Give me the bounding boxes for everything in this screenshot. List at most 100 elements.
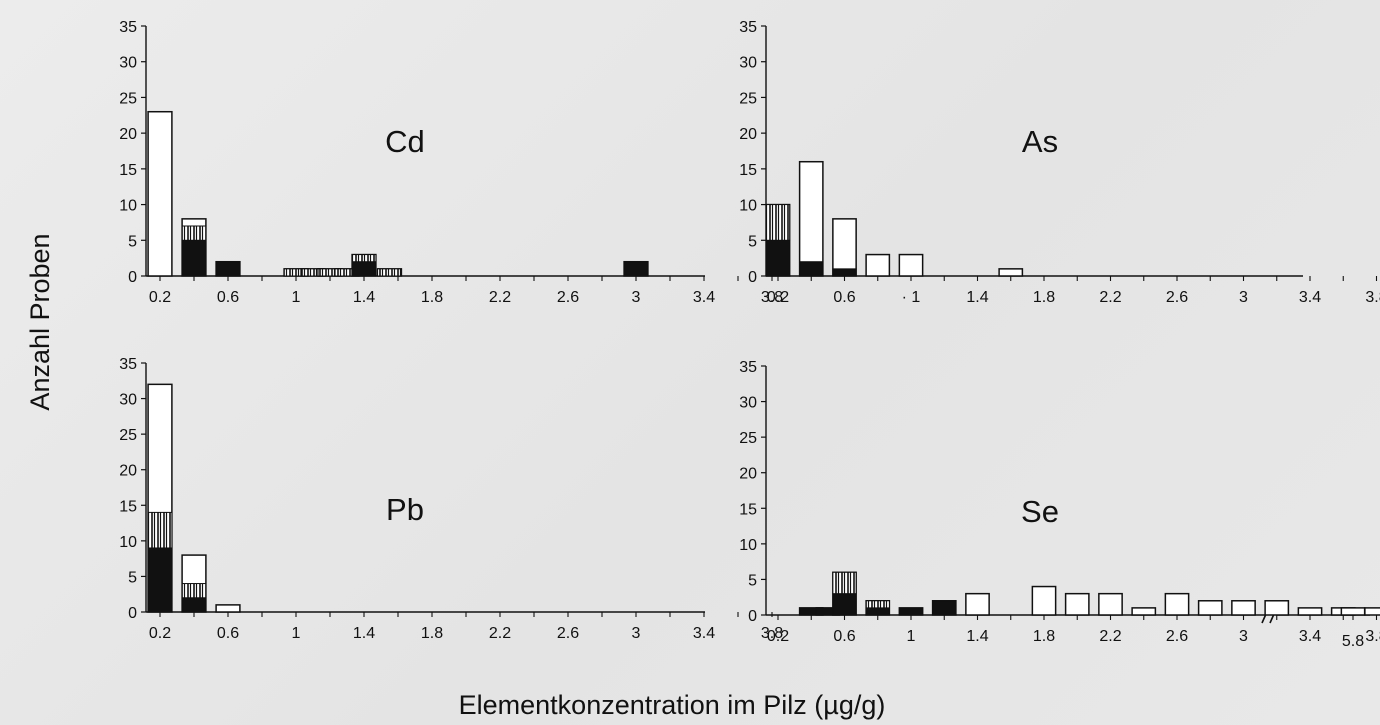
histogram-bar: [1098, 592, 1123, 616]
histogram-bar: [1297, 607, 1323, 616]
x-axis-title: Elementkonzentration im Pilz (µg/g): [459, 690, 886, 720]
histogram-bar: [215, 260, 241, 277]
panel-title: Cd: [385, 124, 425, 159]
x-tick-label: 1.4: [966, 289, 988, 306]
bar-total: [1164, 592, 1190, 616]
bar-solid-segment: [215, 261, 241, 277]
histogram-bar: [147, 383, 173, 613]
y-tick-label: 15: [119, 162, 137, 179]
histogram-bar: [376, 268, 403, 277]
bar-total: [1364, 607, 1380, 616]
panel-se: 0 5 10 15 20 25 30 35 0.2 0.6 1 1.4 1.8 2.2 2.6 3 3.4 3.8…: [739, 359, 1380, 650]
x-tick-label: 1: [292, 625, 301, 642]
bar-solid-segment: [799, 261, 824, 277]
bar-solid-segment: [181, 239, 207, 277]
x-tick-label: 3.8: [761, 289, 783, 306]
y-tick-label: 10: [739, 537, 757, 554]
y-tick-label: 30: [739, 55, 757, 72]
y-tick-label: 35: [739, 19, 757, 36]
y-tick-label: 0: [128, 269, 137, 286]
histogram-bar: [898, 607, 924, 616]
y-tick-label: 35: [739, 359, 757, 376]
histogram-bar: [931, 600, 957, 616]
bar-total: [798, 160, 824, 277]
x-tick-label: 3: [632, 625, 641, 642]
bar-total: [1231, 600, 1256, 616]
histogram-bar: [1064, 592, 1090, 616]
histogram-bar: [181, 218, 207, 277]
histogram-bar: [1231, 600, 1256, 616]
bar-solid-segment: [351, 261, 377, 277]
panel-pb: 0 5 10 15 20 25 30 35 0.2 0.6 1 1.4 1.8 2.2 2.6 3 3.4 3.8…: [119, 356, 783, 642]
x-tick-label: 2.2: [489, 625, 511, 642]
bar-hatched-segment: [832, 571, 857, 595]
x-tick-label: 1.4: [353, 625, 375, 642]
x-tick-label: 1: [292, 289, 301, 306]
histogram-bar: [1164, 592, 1190, 616]
bar-total: [832, 218, 857, 277]
panel-title: As: [1022, 124, 1058, 159]
x-tick-label: 1.8: [421, 625, 443, 642]
histogram-bar: [1031, 585, 1057, 616]
x-tick-label: 2.2: [1099, 628, 1121, 645]
histogram-bar: [1264, 600, 1290, 616]
y-tick-label: 25: [119, 427, 137, 444]
histogram-bar: [1131, 607, 1157, 616]
y-tick-label: 20: [119, 126, 137, 143]
x-tick-label: 0.2: [149, 289, 171, 306]
x-tick-label: 0.6: [217, 625, 239, 642]
x-tick-label: 3: [632, 289, 641, 306]
histogram-bar: [1340, 607, 1366, 616]
y-tick-label: 30: [119, 392, 137, 409]
bar-total: [1197, 600, 1223, 616]
bar-solid-segment: [765, 239, 791, 277]
y-tick-label: 30: [739, 395, 757, 412]
bar-hatched-segment: [147, 511, 173, 549]
x-tick-label: 1.4: [966, 628, 988, 645]
x-tick-label: 5.8: [1342, 633, 1364, 650]
bar-total: [1098, 592, 1123, 616]
y-tick-label: 25: [739, 430, 757, 447]
bar-hatched-segment: [351, 254, 377, 263]
bar-total: [865, 253, 891, 277]
x-tick-label: 1: [907, 628, 916, 645]
bar-hatched-segment: [181, 583, 207, 599]
histogram-bar: [1364, 607, 1380, 616]
x-tick-label: 0.2: [767, 628, 789, 645]
x-tick-label: 0.6: [217, 289, 239, 306]
x-tick-label: 3.4: [693, 625, 715, 642]
y-tick-label: 5: [748, 233, 757, 250]
panel-as: 0 5 10 15 20 25 30 35 0.2 0.6 · 1 1.4 1.8 2.2 2.6 3 3.4 3…: [739, 19, 1380, 306]
y-tick-label: 15: [739, 501, 757, 518]
bar-hatched-segment: [765, 204, 791, 241]
panel-cd: 0 5 10 15 20 25 30 35 0.2 0.6 1 1.4 1.8 2.2 2.6 3 3.4 3.8…: [119, 19, 783, 306]
bar-total: [1264, 600, 1290, 616]
y-tick-label: 0: [748, 269, 757, 286]
bar-solid-segment: [865, 607, 890, 616]
histogram-bar: [898, 253, 924, 277]
y-tick-label: 5: [128, 233, 137, 250]
bar-total: [1297, 607, 1323, 616]
bar-total: [1340, 607, 1366, 616]
x-tick-label: 3: [1239, 289, 1248, 306]
y-tick-label: 0: [128, 605, 137, 622]
x-tick-label: 2.6: [1166, 628, 1188, 645]
y-tick-label: 35: [119, 356, 137, 373]
bar-solid-segment: [181, 597, 207, 613]
histogram-bar: [1197, 600, 1223, 616]
histogram-bar: [998, 268, 1024, 277]
histogram-bar: [351, 253, 377, 277]
bar-total: [998, 268, 1024, 277]
histogram-bar: [832, 218, 857, 277]
x-tick-label: · 1: [902, 289, 921, 306]
bar-solid-segment: [623, 261, 649, 277]
histogram-bar: [832, 571, 857, 616]
x-tick-label: 2.6: [557, 289, 579, 306]
x-tick-label: 1.4: [353, 289, 375, 306]
bar-solid-segment: [832, 593, 857, 616]
x-tick-label: 1.8: [1033, 289, 1055, 306]
bar-total: [215, 604, 241, 613]
bar-hatched-segment: [377, 268, 402, 277]
y-tick-label: 20: [739, 126, 757, 143]
